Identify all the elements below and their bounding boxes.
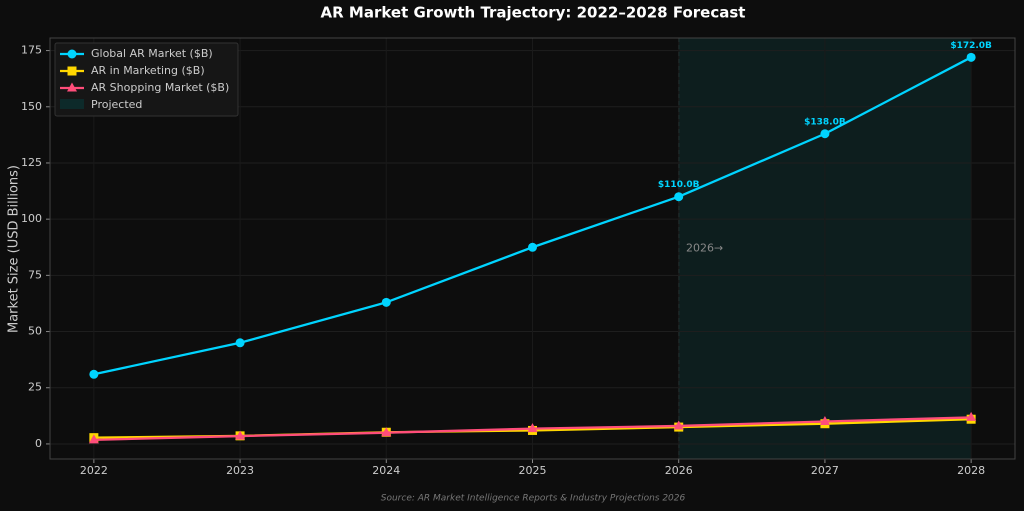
legend-patch [60,99,84,109]
marker [381,427,392,437]
y-tick-label: 75 [28,268,42,281]
marker [67,49,77,59]
legend-box [54,42,239,117]
marker [819,415,830,425]
x-tick-label: 2028 [957,464,985,477]
marker [673,420,684,430]
x-tick-label: 2024 [372,464,400,477]
marker [235,430,246,440]
y-tick-label: 150 [21,100,42,113]
marker [966,52,976,62]
x-tick-label: 2025 [519,464,547,477]
y-tick-label: 50 [28,325,42,338]
y-tick-label: 175 [21,44,42,57]
annotation: 2026→ [686,241,723,254]
legend-label: Projected [91,98,142,111]
y-tick-label: 125 [21,156,42,169]
legend-label: Global AR Market ($B) [91,47,213,60]
x-tick-label: 2027 [811,464,839,477]
marker [528,242,537,252]
y-tick-label: 25 [28,381,42,394]
chart-title: AR Market Growth Trajectory: 2022–2028 F… [321,4,746,22]
marker [527,423,538,433]
value-label: $138.0B [804,117,846,127]
marker [381,297,391,307]
marker [235,338,245,348]
marker [966,411,977,421]
legend: Global AR Market ($B) AR in Marketing ($B… [54,42,239,117]
legend-label: AR in Marketing ($B) [91,64,205,77]
value-label: $172.0B [950,41,992,51]
x-tick-label: 2023 [226,464,254,477]
marker [67,66,77,76]
marker [674,192,684,202]
x-tick-label: 2022 [80,464,108,477]
y-axis-label: Market Size (USD Billions) [7,165,22,333]
value-label: $110.0B [658,180,700,190]
y-tick-label: 0 [35,437,42,450]
marker [89,369,99,379]
source-note: Source: AR Market Intelligence Reports &… [381,494,686,504]
plot-frame [49,37,1016,460]
marker [820,129,830,139]
y-tick-label: 100 [21,212,42,225]
marker [88,434,99,444]
marker [67,82,77,92]
x-tick-label: 2026 [665,464,693,477]
legend-label: AR Shopping Market ($B) [91,81,229,94]
